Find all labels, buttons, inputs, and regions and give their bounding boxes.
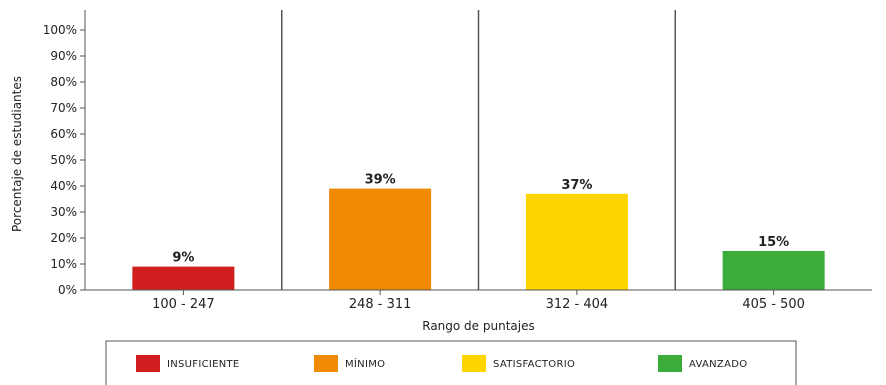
y-axis-ticks: 0% 10% 20% 30% 40% 50% 60% 70% 80% 90% 100% bbox=[43, 23, 85, 297]
y-tick-label: 80% bbox=[50, 75, 77, 89]
y-axis-title: Porcentaje de estudiantes bbox=[10, 76, 24, 232]
y-tick-label: 40% bbox=[50, 179, 77, 193]
y-tick-label: 70% bbox=[50, 101, 77, 115]
y-tick-label: 90% bbox=[50, 49, 77, 63]
y-tick-label: 30% bbox=[50, 205, 77, 219]
y-tick-label: 0% bbox=[58, 283, 77, 297]
legend-label: AVANZADO bbox=[689, 359, 747, 370]
data-label: 39% bbox=[365, 173, 396, 188]
data-label: 37% bbox=[561, 178, 592, 193]
data-labels: 9% 39% 37% 15% bbox=[172, 173, 789, 266]
bar bbox=[132, 266, 235, 290]
y-tick-label: 60% bbox=[50, 127, 77, 141]
bar bbox=[525, 193, 628, 290]
x-tick-label: 312 - 404 bbox=[546, 297, 609, 312]
data-label: 9% bbox=[172, 251, 194, 266]
legend-swatch bbox=[462, 355, 486, 372]
legend-label: MÍNIMO bbox=[345, 357, 385, 370]
legend-label: INSUFICIENTE bbox=[167, 359, 240, 370]
y-tick-label: 10% bbox=[50, 257, 77, 271]
x-tick-label: 100 - 247 bbox=[152, 297, 215, 312]
y-tick-label: 50% bbox=[50, 153, 77, 167]
x-axis-title: Rango de puntajes bbox=[422, 319, 534, 333]
x-axis-tick-labels: 100 - 247 248 - 311 312 - 404 405 - 500 bbox=[152, 290, 805, 312]
legend-swatch bbox=[658, 355, 682, 372]
legend-swatch bbox=[314, 355, 338, 372]
bar bbox=[329, 188, 432, 290]
bars bbox=[132, 188, 825, 290]
x-tick-label: 248 - 311 bbox=[349, 297, 412, 312]
bar bbox=[722, 251, 825, 290]
legend-label: SATISFACTORIO bbox=[493, 359, 575, 370]
category-separators bbox=[281, 10, 676, 290]
legend: INSUFICIENTE MÍNIMO SATISFACTORIO AVANZADO bbox=[105, 340, 797, 385]
x-tick-label: 405 - 500 bbox=[742, 297, 805, 312]
data-label: 15% bbox=[758, 235, 789, 250]
y-tick-label: 20% bbox=[50, 231, 77, 245]
y-tick-label: 100% bbox=[43, 23, 77, 37]
legend-swatch bbox=[136, 355, 160, 372]
legend-box bbox=[105, 340, 797, 385]
